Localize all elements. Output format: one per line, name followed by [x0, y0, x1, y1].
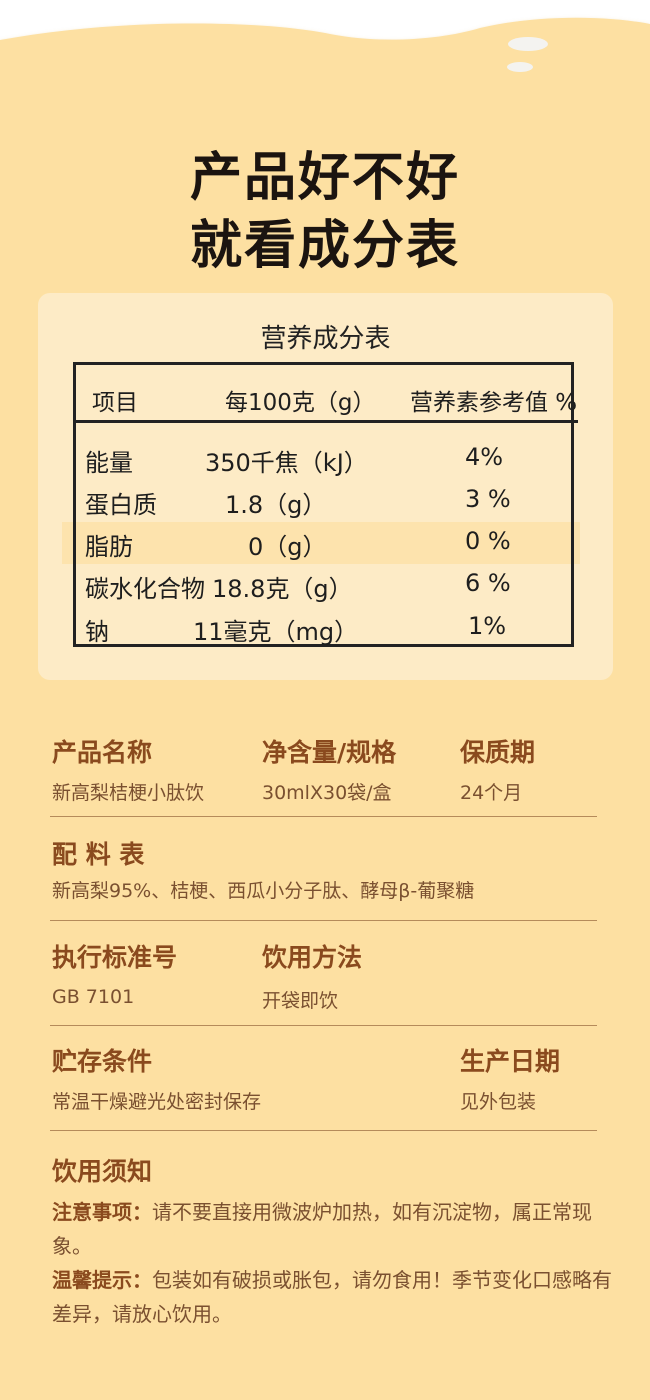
ingredients-label: 配 料 表 — [52, 840, 145, 869]
product-name-value: 新高梨桔梗小肽饮 — [52, 782, 205, 804]
ingredients-value: 新高梨95%、桔梗、西瓜小分子肽、酵母β-葡聚糖 — [52, 880, 475, 902]
bubble-decoration — [508, 37, 548, 51]
row-item: 脂肪 — [85, 533, 133, 561]
production-date-value: 见外包装 — [460, 1091, 537, 1113]
usage-label: 饮用方法 — [262, 943, 363, 972]
divider — [50, 1025, 597, 1026]
row-nrv: 3 % — [465, 485, 511, 513]
table-header: 每100克（g） — [225, 390, 376, 416]
shelf-life-value: 24个月 — [460, 782, 523, 804]
row-amount: 350千焦（kJ） — [205, 449, 368, 477]
nutrition-title: 营养成分表 — [260, 324, 391, 354]
production-date-label: 生产日期 — [460, 1047, 561, 1076]
table-header-divider — [73, 420, 578, 423]
row-item: 能量 — [85, 449, 133, 477]
row-nrv: 4% — [465, 443, 504, 471]
row-item: 钠 — [85, 618, 109, 646]
row-amount: 1.8（g） — [225, 491, 327, 519]
row-amount: 0（g） — [248, 533, 327, 561]
usage-value: 开袋即饮 — [262, 990, 339, 1012]
standard-label: 执行标准号 — [52, 943, 178, 972]
notice-title: 饮用须知 — [52, 1157, 153, 1186]
standard-value: GB 7101 — [52, 986, 135, 1008]
tip-label: 温馨提示： — [52, 1268, 152, 1292]
row-nrv: 0 % — [465, 527, 511, 555]
caution-label: 注意事项： — [52, 1200, 152, 1224]
product-name-label: 产品名称 — [52, 738, 153, 767]
net-content-value: 30mlX30袋/盒 — [262, 782, 392, 804]
caution-text: 注意事项：请不要直接用微波炉加热，如有沉淀物，属正常现象。 — [52, 1195, 612, 1263]
highlight-row — [62, 522, 580, 564]
table-header: 营养素参考值 % — [410, 390, 578, 416]
net-content-label: 净含量/规格 — [262, 738, 397, 767]
tip-body: 包装如有破损或胀包，请勿食用！季节变化口感略有差异，请放心饮用。 — [52, 1268, 612, 1326]
row-item: 蛋白质 — [85, 491, 157, 519]
storage-label: 贮存条件 — [52, 1047, 153, 1076]
bubble-decoration — [507, 62, 533, 72]
row-amount: 11毫克（mg） — [193, 618, 359, 646]
row-amount: 18.8克（g） — [212, 575, 353, 603]
headline-line-2: 就看成分表 — [189, 216, 460, 276]
caution-body: 请不要直接用微波炉加热，如有沉淀物，属正常现象。 — [52, 1200, 592, 1258]
nutrition-table — [73, 362, 574, 647]
row-item: 碳水化合物 — [85, 575, 205, 603]
table-header: 项目 — [92, 390, 138, 416]
tip-text: 温馨提示：包装如有破损或胀包，请勿食用！季节变化口感略有差异，请放心饮用。 — [52, 1263, 612, 1331]
divider — [50, 1130, 597, 1131]
divider — [50, 920, 597, 921]
nutrition-card — [38, 293, 613, 680]
row-nrv: 6 % — [465, 569, 511, 597]
divider — [50, 816, 597, 817]
storage-value: 常温干燥避光处密封保存 — [52, 1091, 262, 1113]
row-nrv: 1% — [468, 612, 507, 640]
headline-line-1: 产品好不好 — [189, 148, 460, 208]
shelf-life-label: 保质期 — [460, 738, 536, 767]
